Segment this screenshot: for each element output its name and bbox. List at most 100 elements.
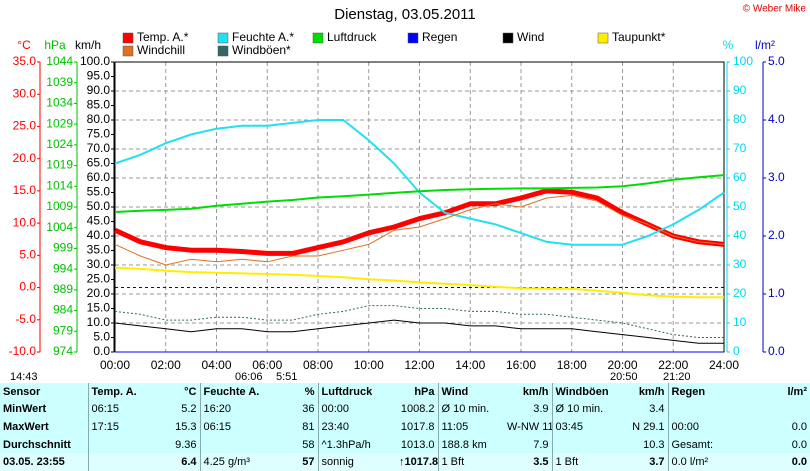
annotation: 14:43 bbox=[10, 371, 38, 383]
y-tick-label: 40.0 bbox=[87, 228, 111, 242]
y-tick-label: 35.0 bbox=[87, 243, 111, 257]
y-tick-label: 979 bbox=[53, 323, 73, 337]
table-cell bbox=[748, 401, 810, 419]
table-cell: Ø 10 min. bbox=[551, 400, 622, 419]
y-tick-label: -5.0 bbox=[15, 312, 36, 326]
y-tick-label: -10.0 bbox=[9, 344, 37, 358]
table-cell: 3.4 bbox=[649, 403, 665, 416]
table-cell: 10.3 bbox=[643, 438, 665, 451]
y-tick-label: 10.0 bbox=[87, 315, 111, 329]
y-tick-label: 35.0 bbox=[13, 54, 37, 68]
table-cell: 1017.8 bbox=[400, 420, 435, 433]
table-cell: 16:20 bbox=[199, 400, 272, 419]
y-tick-label: 75.0 bbox=[87, 127, 111, 141]
x-tick-label: 22:00 bbox=[658, 358, 688, 372]
annotation: 06:06 bbox=[235, 371, 263, 383]
y-tick-label: 40 bbox=[733, 228, 747, 242]
y-tick-label: 1014 bbox=[46, 178, 73, 192]
x-tick-label: 06:00 bbox=[252, 358, 282, 372]
y-tick-label: 974 bbox=[53, 344, 73, 358]
y-tick-label: 20 bbox=[733, 286, 747, 300]
table-cell: 17:15 bbox=[87, 418, 160, 436]
y-tick-label: 1029 bbox=[46, 116, 73, 130]
legend-label: Windböen* bbox=[232, 43, 291, 57]
series-line bbox=[114, 174, 725, 213]
table-cell: ↑1017.8 bbox=[396, 453, 438, 471]
x-tick-label: 24:00 bbox=[709, 358, 739, 372]
y-tick-label: 90.0 bbox=[87, 83, 111, 97]
y-tick-label: 5.0 bbox=[93, 330, 110, 344]
table-cell: °C bbox=[184, 385, 197, 398]
table-row: MaxWert 17:15 15.3 06:15 81 23:40 1017.8 11:05 W… bbox=[0, 418, 810, 436]
series-line bbox=[114, 194, 725, 266]
table-cell: 06:15 bbox=[199, 418, 272, 436]
legend-label: Wind bbox=[517, 30, 544, 44]
y-tick-label: 10.0 bbox=[13, 215, 37, 229]
table-cell: 3.7 bbox=[622, 453, 668, 471]
table-cell: MinWert bbox=[3, 403, 47, 416]
table-cell: N 29.1 bbox=[632, 420, 665, 433]
y-tick-label: 55.0 bbox=[87, 185, 111, 199]
table-cell: 6.4 bbox=[160, 453, 200, 471]
y-tick-label: 0 bbox=[733, 344, 740, 358]
table-cell: 03:45 bbox=[551, 418, 622, 436]
table-cell: Sensor bbox=[3, 385, 41, 398]
table-cell: % bbox=[304, 385, 315, 398]
x-tick-label: 12:00 bbox=[404, 358, 434, 372]
annotation: 21:20 bbox=[663, 371, 691, 383]
y-tick-label: 30.0 bbox=[13, 86, 37, 100]
y-tick-label: 1024 bbox=[46, 137, 73, 151]
series-line bbox=[113, 188, 725, 256]
y-tick-label: 1.0 bbox=[768, 286, 785, 300]
y-tick-label: 65.0 bbox=[87, 156, 111, 170]
axis-unit: % bbox=[723, 38, 734, 52]
table-cell: Ø 10 min. bbox=[437, 400, 504, 419]
x-tick-label: 20:00 bbox=[607, 358, 637, 372]
y-tick-label: 95.0 bbox=[87, 69, 111, 83]
x-tick-label: 08:00 bbox=[303, 358, 333, 372]
y-tick-label: 1009 bbox=[46, 199, 73, 213]
series-line bbox=[114, 266, 724, 299]
y-tick-label: 85.0 bbox=[87, 98, 111, 112]
table-row: 03.05. 23:55 6.4 4.25 g/m³ 57 sonnig ↑1017.8 1… bbox=[0, 453, 810, 471]
table-cell: 81 bbox=[302, 420, 315, 433]
y-tick-label: 60.0 bbox=[87, 170, 111, 184]
y-tick-label: 1034 bbox=[46, 96, 73, 110]
legend-swatch bbox=[597, 32, 609, 44]
table-cell: Luftdruck bbox=[317, 383, 396, 401]
table-cell bbox=[199, 435, 272, 454]
y-tick-label: 15.0 bbox=[13, 183, 37, 197]
table-cell: hPa bbox=[414, 385, 435, 398]
y-tick-label: 90 bbox=[733, 83, 747, 97]
table-cell: 3.5 bbox=[504, 453, 552, 471]
table-cell: 1 Bft bbox=[551, 453, 622, 471]
table-cell: 15.3 bbox=[175, 420, 197, 433]
table-cell: Temp. A. bbox=[87, 383, 160, 401]
legend-label: Windchill bbox=[137, 43, 185, 57]
table-cell: sonnig bbox=[317, 453, 396, 471]
y-tick-label: 984 bbox=[53, 303, 73, 317]
table-row: MinWert 06:15 5.2 16:20 36 00:00 1008.2 Ø 10 mi… bbox=[0, 400, 810, 419]
chart: Dienstag, 03.05.2011 © Weber Mike °C -10.… bbox=[8, 3, 807, 383]
table-cell bbox=[87, 453, 160, 471]
x-tick-label: 14:00 bbox=[455, 358, 485, 372]
table-cell: 0.0 l/m² bbox=[667, 453, 748, 471]
series-line bbox=[114, 319, 724, 344]
y-tick-label: 60 bbox=[733, 170, 747, 184]
legend-label: Feuchte A.* bbox=[232, 30, 294, 44]
y-tick-label: 80.0 bbox=[87, 112, 111, 126]
axis-unit: l/m² bbox=[755, 38, 775, 52]
x-tick-label: 00:00 bbox=[100, 358, 130, 372]
y-tick-label: 5.0 bbox=[19, 248, 36, 262]
y-tick-label: 30.0 bbox=[87, 257, 111, 271]
table-cell: km/h bbox=[522, 385, 549, 398]
table-cell: ^1.3hPa/h bbox=[317, 435, 396, 454]
y-tick-label: 2.0 bbox=[768, 228, 785, 242]
y-tick-label: 1019 bbox=[46, 158, 73, 172]
legend-label: Luftdruck bbox=[327, 30, 377, 44]
legend-swatch bbox=[407, 32, 419, 44]
y-tick-label: 10 bbox=[733, 315, 747, 329]
y-tick-label: 0.0 bbox=[19, 280, 36, 294]
y-tick-label: 30 bbox=[733, 257, 747, 271]
